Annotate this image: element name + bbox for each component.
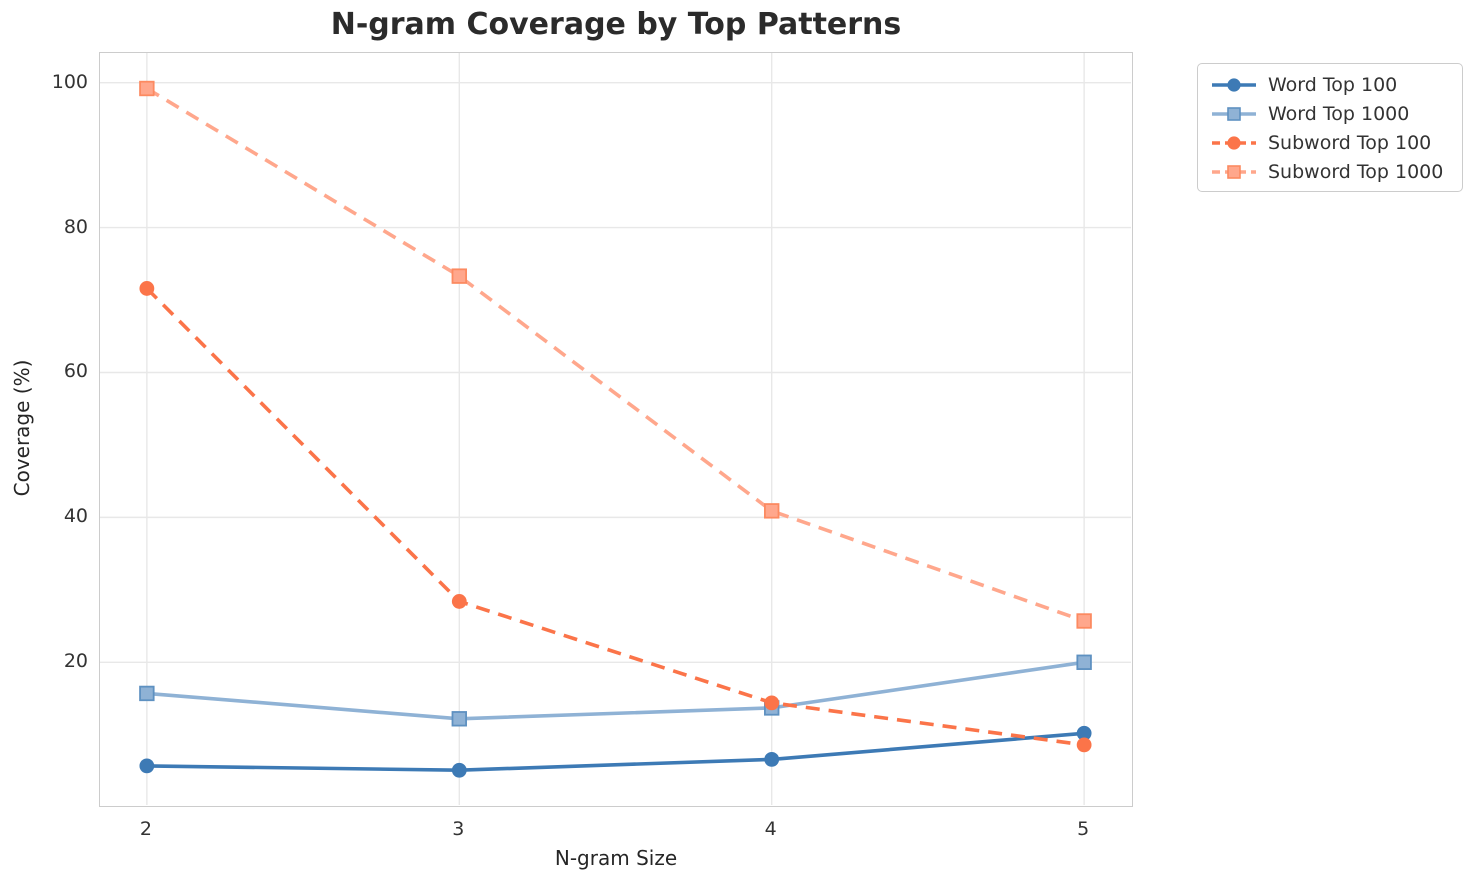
y-tick-label-80: 80	[63, 215, 88, 238]
marker-subword-top-1000-x2	[139, 80, 155, 97]
plot-area	[99, 52, 1133, 807]
plot-canvas	[100, 53, 1131, 805]
series-line-subword-top-100	[145, 287, 1085, 747]
marker-word-top-100-x5	[1076, 725, 1092, 741]
legend-word-top-1000-square-icon	[1212, 106, 1256, 121]
legend-item-label: Word Top 100	[1268, 73, 1398, 96]
series-line-word-top-100	[146, 731, 1085, 772]
x-tick-label-3: 3	[452, 818, 465, 840]
x-axis-label: N-gram Size	[554, 846, 678, 870]
y-tick-label-60: 60	[63, 360, 88, 383]
marker-subword-top-100-x5	[1076, 737, 1092, 753]
series-line-subword-top-1000	[145, 86, 1085, 623]
y-axis-label: Coverage (%)	[10, 359, 34, 497]
series-word-top-1000	[139, 654, 1092, 727]
marker-word-top-100-x4	[764, 751, 780, 767]
marker-subword-top-1000-x4	[764, 503, 780, 519]
legend: Word Top 100 Word Top 1000 Subword Top 100…	[1197, 63, 1463, 192]
legend-item-label: Word Top 1000	[1268, 102, 1410, 125]
x-tick-label-4: 4	[764, 818, 777, 840]
marker-subword-top-100-x3	[451, 594, 467, 609]
y-tick-label-100: 100	[51, 70, 88, 93]
marker-subword-top-1000-x3	[451, 268, 467, 284]
marker-subword-top-100-x2	[139, 281, 155, 296]
legend-item-subword-top-1000: Subword Top 1000	[1198, 157, 1462, 186]
legend-item-word-top-100: Word Top 100	[1198, 70, 1462, 99]
marker-subword-top-1000-x5	[1076, 613, 1092, 629]
marker-word-top-1000-x2	[139, 685, 155, 702]
legend-subword-top-1000-square-icon	[1212, 164, 1256, 179]
marker-word-top-100-x2	[139, 758, 155, 774]
marker-word-top-1000-x5	[1076, 654, 1092, 670]
series-subword-top-1000	[139, 80, 1092, 629]
chart-title: N-gram Coverage by Top Patterns	[330, 7, 902, 42]
series-word-top-100	[139, 725, 1092, 778]
marker-word-top-1000-x3	[451, 711, 467, 727]
legend-word-top-100-circle-icon	[1212, 77, 1256, 92]
legend-item-label: Subword Top 100	[1268, 131, 1432, 154]
legend-item-label: Subword Top 1000	[1268, 160, 1444, 183]
marker-subword-top-100-x4	[764, 695, 780, 711]
legend-subword-top-100-circle-icon	[1212, 135, 1256, 150]
legend-item-word-top-1000: Word Top 1000	[1198, 99, 1462, 128]
x-tick-label-2: 2	[139, 818, 152, 840]
legend-item-subword-top-100: Subword Top 100	[1198, 128, 1462, 157]
series-line-word-top-1000	[146, 660, 1085, 721]
series-subword-top-100	[139, 281, 1092, 753]
y-tick-label-20: 20	[63, 650, 88, 673]
marker-word-top-100-x3	[451, 762, 467, 778]
x-tick-label-5: 5	[1077, 818, 1090, 840]
y-tick-label-40: 40	[63, 505, 88, 528]
